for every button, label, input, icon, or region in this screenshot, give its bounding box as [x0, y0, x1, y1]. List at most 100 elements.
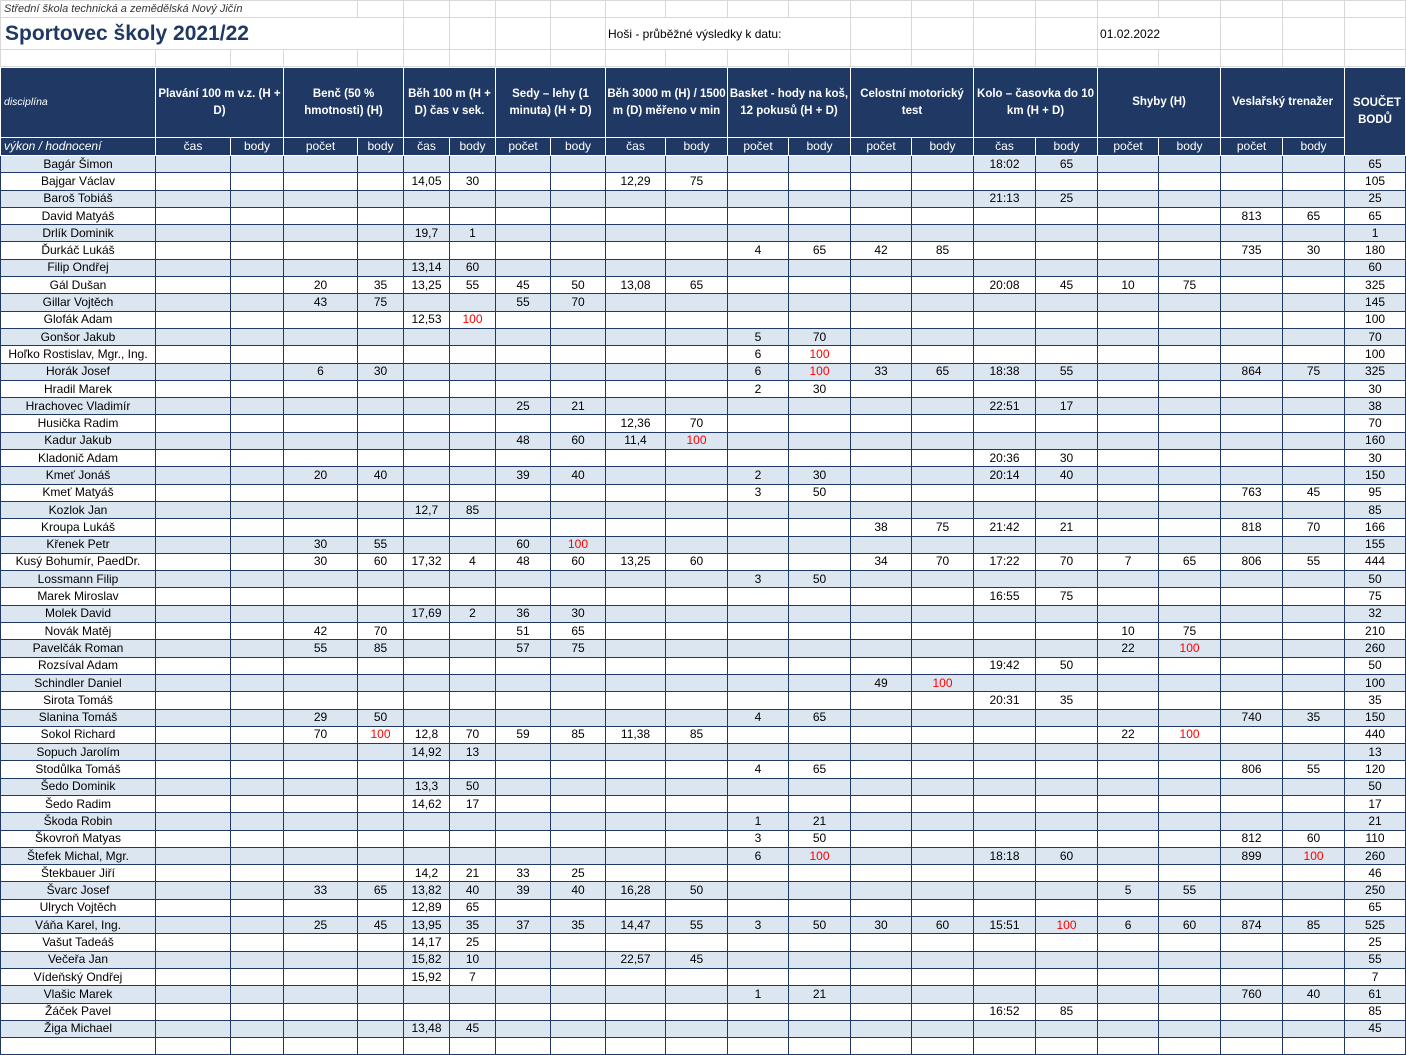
result-cell — [230, 414, 284, 433]
result-cell — [665, 1002, 728, 1021]
result-cell — [910, 812, 975, 831]
result-cell — [449, 535, 496, 554]
result-cell — [230, 535, 284, 554]
result-cell — [230, 673, 284, 693]
empty-cell — [357, 1037, 404, 1055]
result-cell — [727, 777, 789, 796]
result-cell — [788, 276, 851, 295]
result-cell — [727, 587, 789, 606]
athlete-name: Pavelčák Roman — [0, 639, 156, 658]
result-cell — [605, 189, 666, 208]
result-cell — [550, 345, 606, 364]
result-cell — [910, 206, 975, 226]
result-cell — [495, 1019, 551, 1039]
result-row: Vlašic Marek 1 21 760 40 61 — [0, 985, 1406, 1004]
athlete-name: Slanina Tomáš — [0, 708, 156, 727]
result-cell — [788, 293, 851, 312]
result-cell — [1220, 587, 1284, 606]
result-cell — [357, 431, 404, 451]
result-cell: 50 — [449, 777, 496, 796]
result-cell — [605, 535, 666, 554]
athlete-name: Marek Miroslav — [0, 587, 156, 606]
result-cell — [788, 673, 851, 693]
result-cell — [665, 154, 728, 174]
result-row: Glofák Adam 12,53 100 100 — [0, 310, 1406, 329]
result-cell — [495, 708, 551, 727]
result-cell — [1158, 950, 1222, 969]
result-cell: 100 — [788, 846, 851, 866]
result-cell: 100 — [788, 362, 851, 381]
result-cell: 16:55 — [973, 587, 1037, 606]
result-cell — [495, 570, 551, 589]
athlete-name: Glofák Adam — [0, 310, 156, 329]
total-points: 145 — [1344, 293, 1406, 312]
result-cell — [403, 241, 450, 260]
result-cell — [230, 708, 284, 727]
athlete-name: Štekbauer Jiří — [0, 864, 156, 883]
result-cell — [1097, 379, 1160, 399]
result-cell: 899 — [1220, 846, 1284, 866]
discipline-header: Celostní motorický test — [849, 67, 975, 138]
result-cell: 18:38 — [973, 362, 1037, 381]
result-row: Drlík Dominik 19,7 1 1 — [0, 224, 1406, 243]
result-cell — [495, 189, 551, 208]
result-cell — [449, 449, 496, 468]
result-cell — [727, 310, 789, 329]
result-cell: 763 — [1220, 483, 1284, 502]
result-cell — [550, 967, 606, 987]
total-points: 100 — [1344, 345, 1406, 364]
result-cell — [230, 760, 284, 779]
result-cell — [1035, 950, 1099, 969]
result-cell — [283, 673, 358, 693]
result-cell: 14,92 — [403, 743, 450, 762]
result-cell — [283, 518, 358, 537]
result-cell — [850, 276, 912, 295]
result-row: Sokol Richard 70 100 12,8 70 59 85 11,38 85 22 100… — [0, 725, 1406, 745]
result-cell — [605, 224, 666, 243]
result-cell: 35 — [449, 916, 496, 935]
result-cell: 65 — [665, 276, 728, 295]
total-points: 440 — [1344, 725, 1406, 745]
result-cell: 21 — [449, 864, 496, 883]
result-cell — [1220, 327, 1284, 347]
result-cell — [1282, 898, 1346, 918]
result-cell — [1158, 518, 1222, 537]
result-cell: 19,7 — [403, 224, 450, 243]
result-cell — [230, 587, 284, 606]
result-cell — [1035, 345, 1099, 364]
result-cell: 55 — [283, 639, 358, 658]
result-cell — [283, 327, 358, 347]
total-points: 160 — [1344, 431, 1406, 451]
sub-header: body — [1158, 137, 1222, 156]
result-cell — [495, 345, 551, 364]
result-cell: 55 — [1158, 881, 1222, 900]
result-cell — [1220, 725, 1284, 745]
result-cell — [495, 950, 551, 969]
result-cell — [1282, 587, 1346, 606]
total-points: 85 — [1344, 1002, 1406, 1021]
result-cell: 14,2 — [403, 864, 450, 883]
result-cell — [155, 587, 231, 606]
result-cell: 3 — [727, 916, 789, 935]
result-cell — [1097, 864, 1160, 883]
result-row: Lossmann Filip 3 50 50 — [0, 570, 1406, 589]
result-cell — [1158, 1002, 1222, 1021]
result-cell — [1220, 864, 1284, 883]
result-row: Slanina Tomáš 29 50 4 65 740 35 150 — [0, 708, 1406, 727]
result-cell — [230, 898, 284, 918]
result-cell: 13,08 — [605, 276, 666, 295]
result-cell — [1158, 258, 1222, 278]
result-cell: 57 — [495, 639, 551, 658]
total-points: 105 — [1344, 172, 1406, 191]
result-cell — [449, 362, 496, 381]
sub-header: počet — [1097, 137, 1160, 156]
result-cell: 60 — [910, 916, 975, 935]
result-cell — [910, 345, 975, 364]
result-cell — [605, 794, 666, 814]
result-row: Gonšor Jakub 5 70 70 — [0, 327, 1406, 347]
result-cell — [357, 379, 404, 399]
result-cell — [1220, 345, 1284, 364]
result-cell: 6 — [283, 362, 358, 381]
result-cell — [910, 310, 975, 329]
result-cell — [283, 743, 358, 762]
